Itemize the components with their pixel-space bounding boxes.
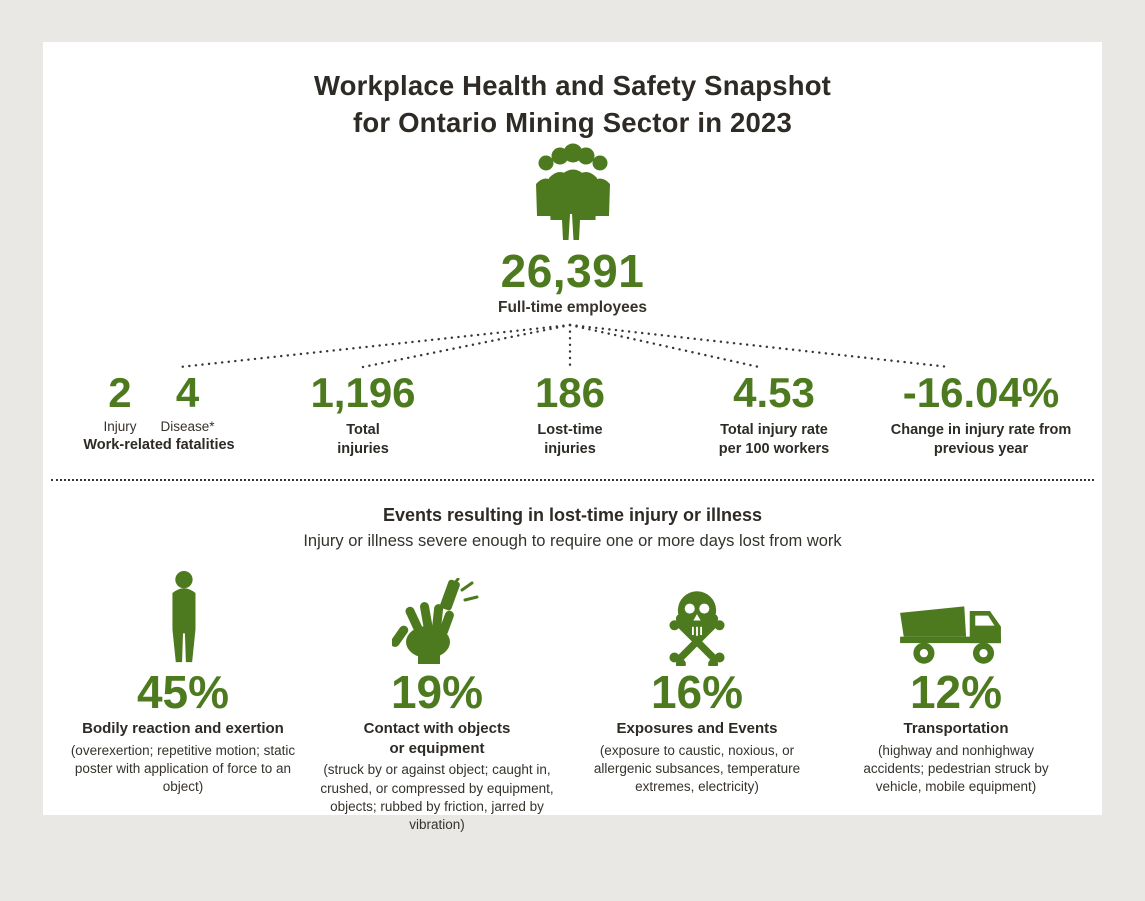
events-section-subtitle: Injury or illness severe enough to requi… [303, 532, 842, 550]
page-title: Workplace Health and Safety Snapshot for… [43, 68, 1102, 141]
event-contact-objects: 19% Contact with objects or equipment (s… [311, 566, 563, 834]
events-section-title: Events resulting in lost-time injury or … [382, 505, 763, 525]
lost-time-injuries-value: 186 [534, 369, 606, 416]
rate-change-label: Change in injury rate from previous year [890, 422, 1072, 457]
skull-crossbones-icon [572, 566, 822, 666]
page-title-line1: Workplace Health and Safety Snapshot [313, 70, 832, 101]
fatalities-values: 2 Injury 4 Disease* [54, 369, 264, 435]
page-title-line2: for Ontario Mining Sector in 2023 [352, 106, 793, 138]
event-contact-objects-description: (struck by or against object; caught in,… [320, 762, 554, 832]
event-exposures-value: 16% [650, 666, 744, 718]
fatalities-disease-value: 4 [175, 369, 200, 416]
event-exposures: 16% Exposures and Events (exposure to ca… [572, 566, 822, 796]
total-injuries-label: Total injuries [337, 422, 389, 457]
event-exposures-description: (exposure to caustic, noxious, or allerg… [593, 742, 801, 795]
stat-rate-change: -16.04% Change in injury rate from previ… [861, 372, 1101, 459]
event-transportation-value: 12% [909, 666, 1003, 718]
event-transportation-description: (highway and nonhighway accidents; pedes… [863, 742, 1049, 795]
event-bodily-reaction: 45% Bodily reaction and exertion (overex… [67, 566, 299, 796]
fan-dotted-lines [178, 323, 951, 369]
event-bodily-reaction-description: (overexertion; repetitive motion; static… [70, 742, 296, 795]
hand-struck-by-object-icon [311, 566, 563, 666]
fatalities-label: Work-related fatalities [83, 437, 235, 453]
stat-lost-time-injuries: 186 Lost-time injuries [485, 372, 655, 459]
fatalities-injury-label: Injury [103, 419, 137, 434]
event-exposures-label: Exposures and Events [616, 720, 778, 738]
event-bodily-reaction-label: Bodily reaction and exertion [82, 720, 284, 738]
lost-time-injuries-label: Lost-time injuries [537, 422, 603, 457]
fatalities-disease: 4 Disease* [160, 369, 215, 435]
fatalities-disease-label: Disease* [160, 419, 215, 434]
dump-truck-icon [847, 566, 1065, 666]
employees-label: Full-time employees [497, 299, 647, 316]
stat-injury-rate: 4.53 Total injury rate per 100 workers [669, 372, 879, 459]
event-contact-objects-label: Contact with objects or equipment [363, 720, 511, 757]
total-injuries-value: 1,196 [310, 369, 416, 416]
event-contact-objects-value: 19% [390, 666, 484, 718]
fatalities-injury-value: 2 [108, 369, 132, 416]
event-transportation: 12% Transportation (highway and nonhighw… [847, 566, 1065, 796]
stat-fatalities: 2 Injury 4 Disease* Work-related fatalit… [54, 372, 264, 455]
stat-total-injuries: 1,196 Total injuries [278, 372, 448, 459]
event-bodily-reaction-value: 45% [136, 666, 230, 718]
infographic-card: Workplace Health and Safety Snapshot for… [43, 42, 1102, 832]
fatalities-injury: 2 Injury [103, 369, 137, 435]
injury-rate-value: 4.53 [733, 369, 815, 416]
employees-value: 26,391 [500, 245, 645, 297]
injury-rate-label: Total injury rate per 100 workers [718, 422, 830, 457]
people-group-icon [531, 142, 615, 247]
event-transportation-label: Transportation [903, 720, 1009, 738]
dotted-separator [51, 479, 1094, 481]
standing-person-icon [67, 566, 299, 666]
rate-change-value: -16.04% [902, 369, 1060, 416]
